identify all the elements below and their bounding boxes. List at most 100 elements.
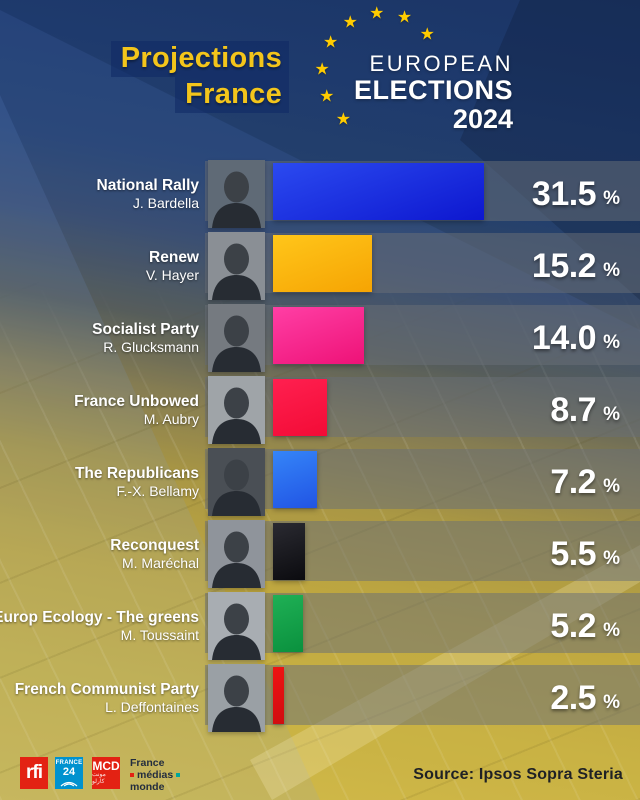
candidate-photo-v-hayer [208,232,265,300]
person-silhouette-icon [208,376,265,444]
result-bar [273,235,372,292]
candidate-name: F.-X. Bellamy [116,483,199,499]
mcd-logo-text: MCD [92,759,120,773]
percent-unit: % [603,188,620,209]
result-percentage: 31.5 % [532,158,620,230]
candidate-photo-l-deffontaines [208,664,265,732]
result-bar [273,595,303,652]
person-silhouette-icon [208,304,265,372]
party-name: The Republicans [74,465,199,482]
percent-value: 31.5 [531,174,597,213]
candidate-photo-m-marechal [208,520,265,588]
candidate-name: R. Glucksmann [103,339,199,355]
candidate-name: J. Bardella [132,195,199,211]
result-row: France Unbowed M. Aubry 8.7 % [0,374,640,446]
person-silhouette-icon [208,664,265,732]
logo-mcd: MCD مونت كارلو [92,757,120,789]
title-line-1: Projections [110,41,289,77]
france24-logo-number: 24 [62,765,76,778]
candidate-name: M. Aubry [143,411,199,427]
percent-unit: % [603,692,620,713]
row-labels: French Communist Party L. Deffontaines [0,662,199,734]
result-percentage: 15.2 % [532,230,620,302]
person-silhouette-icon [208,232,265,300]
candidate-name: M. Maréchal [121,555,199,571]
party-name: Reconquest [110,537,199,554]
party-name: France Unbowed [74,393,199,410]
party-name: Renew [149,249,199,266]
candidate-photo-r-glucksmann [208,304,265,372]
result-row: Europ Ecology - The greens M. Toussaint … [0,590,640,662]
france24-wave-icon [60,781,78,786]
mcd-logo-arabic-text: مونت كارلو [92,772,106,785]
row-labels: France Unbowed M. Aubry [0,374,199,446]
person-silhouette-icon [208,160,265,228]
row-labels: National Rally J. Bardella [0,158,200,230]
row-labels: Renew V. Hayer [0,230,199,302]
source-text: Source: Ipsos Sopra Steria [413,766,623,783]
red-square-icon [130,773,134,777]
result-bar [273,523,305,580]
result-percentage: 2.5 % [550,662,620,734]
rfi-logo-text: rfi [26,762,43,783]
percent-unit: % [603,260,620,281]
percent-unit: % [603,332,620,353]
result-bar [273,451,317,508]
logo-france24: FRANCE 24 [55,757,83,789]
candidate-photo-f-x-bellamy [208,448,265,516]
row-labels: Europ Ecology - The greens M. Toussaint [0,590,199,662]
candidate-photo-j-bardella [208,160,265,228]
percent-unit: % [603,404,620,425]
candidate-photo-m-toussaint [208,592,265,660]
percent-value: 5.2 [550,606,597,645]
result-percentage: 8.7 % [550,374,620,446]
percent-value: 8.7 [550,390,597,429]
candidate-name: V. Hayer [145,267,199,283]
person-silhouette-icon [208,448,265,516]
fmm-line-1: France [130,757,165,769]
percent-unit: % [603,620,620,641]
result-bar [273,379,327,436]
percent-unit: % [603,548,620,569]
result-bar [273,163,484,220]
result-bar [273,307,364,364]
percent-value: 15.2 [531,246,597,285]
result-percentage: 5.2 % [550,590,620,662]
percent-value: 14.0 [531,318,597,357]
percent-value: 5.5 [550,534,597,573]
party-name: French Communist Party [14,681,199,698]
candidate-name: M. Toussaint [120,627,199,643]
row-labels: Socialist Party R. Glucksmann [0,302,199,374]
result-row: Reconquest M. Maréchal 5.5 % [0,518,640,590]
result-row: Renew V. Hayer 15.2 % [0,230,640,302]
result-row: The Republicans F.-X. Bellamy 7.2 % [0,446,640,518]
person-silhouette-icon [208,520,265,588]
page-title: Projections France [0,41,289,113]
percent-unit: % [603,476,620,497]
title-line-2: France [175,77,289,113]
percent-value: 7.2 [550,462,597,501]
party-name: National Rally [96,177,200,194]
result-row: Socialist Party R. Glucksmann 14.0 % [0,302,640,374]
row-labels: The Republicans F.-X. Bellamy [0,446,199,518]
fmm-line-3: monde [130,781,165,793]
candidate-photo-m-aubry [208,376,265,444]
candidate-name: L. Deffontaines [105,699,199,715]
percent-value: 2.5 [550,678,597,717]
result-percentage: 5.5 % [550,518,620,590]
row-labels: Reconquest M. Maréchal [0,518,199,590]
party-name: Europ Ecology - The greens [0,609,199,626]
result-row: French Communist Party L. Deffontaines 2… [0,662,640,734]
result-bar [273,667,284,724]
france24-logo-text: FRANCE [55,759,83,766]
teal-square-icon [176,773,181,777]
logo-rfi: rfi [20,757,48,789]
person-silhouette-icon [208,592,265,660]
logo-france-medias-monde: France médias monde [130,757,181,793]
result-percentage: 14.0 % [532,302,620,374]
result-row: National Rally J. Bardella 31.5 % [0,158,640,230]
party-name: Socialist Party [92,321,199,338]
result-percentage: 7.2 % [550,446,620,518]
